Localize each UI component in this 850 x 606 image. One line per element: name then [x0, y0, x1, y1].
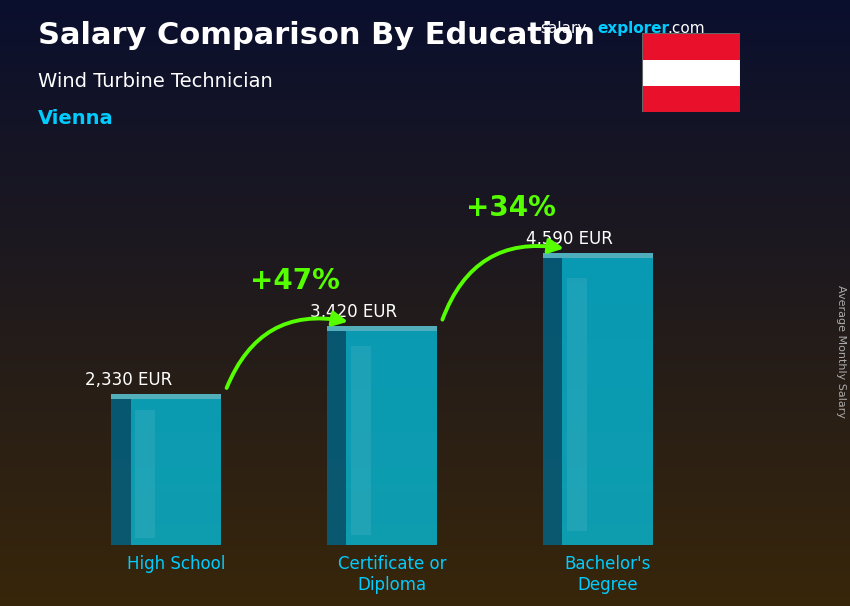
Polygon shape	[543, 253, 653, 258]
Bar	[563, 258, 653, 545]
Bar	[131, 399, 221, 545]
Text: explorer: explorer	[598, 21, 670, 36]
Bar	[642, 86, 740, 112]
Bar	[567, 278, 586, 531]
Bar	[135, 410, 155, 538]
Polygon shape	[543, 258, 563, 545]
Text: Salary Comparison By Education: Salary Comparison By Education	[38, 21, 595, 50]
Bar	[642, 59, 740, 86]
Bar	[642, 33, 740, 59]
Text: +47%: +47%	[250, 267, 340, 295]
Polygon shape	[327, 326, 437, 331]
Text: 2,330 EUR: 2,330 EUR	[85, 371, 173, 389]
Text: Wind Turbine Technician: Wind Turbine Technician	[38, 72, 273, 90]
Text: salary: salary	[540, 21, 586, 36]
Polygon shape	[111, 399, 131, 545]
Text: +34%: +34%	[466, 193, 556, 222]
Bar	[347, 331, 437, 545]
Text: Vienna: Vienna	[38, 109, 114, 128]
Text: 3,420 EUR: 3,420 EUR	[309, 303, 397, 321]
Polygon shape	[111, 395, 221, 399]
Bar	[351, 346, 371, 534]
Text: Average Monthly Salary: Average Monthly Salary	[836, 285, 846, 418]
Text: 4,590 EUR: 4,590 EUR	[525, 230, 613, 248]
Text: .com: .com	[667, 21, 705, 36]
Polygon shape	[327, 331, 347, 545]
